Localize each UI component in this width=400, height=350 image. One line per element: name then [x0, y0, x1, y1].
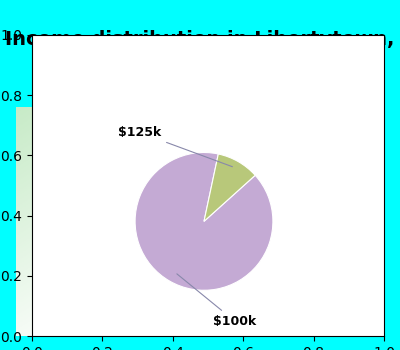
- Wedge shape: [204, 154, 255, 222]
- Text: $100k: $100k: [177, 274, 257, 328]
- Text: $125k: $125k: [118, 126, 232, 167]
- Text: City-Data.com: City-Data.com: [263, 123, 343, 133]
- Text: Hispanic or Latino residents: Hispanic or Latino residents: [93, 79, 307, 94]
- Wedge shape: [135, 153, 273, 290]
- Text: Income distribution in Libertytown,
MD (%): Income distribution in Libertytown, MD (…: [5, 30, 395, 72]
